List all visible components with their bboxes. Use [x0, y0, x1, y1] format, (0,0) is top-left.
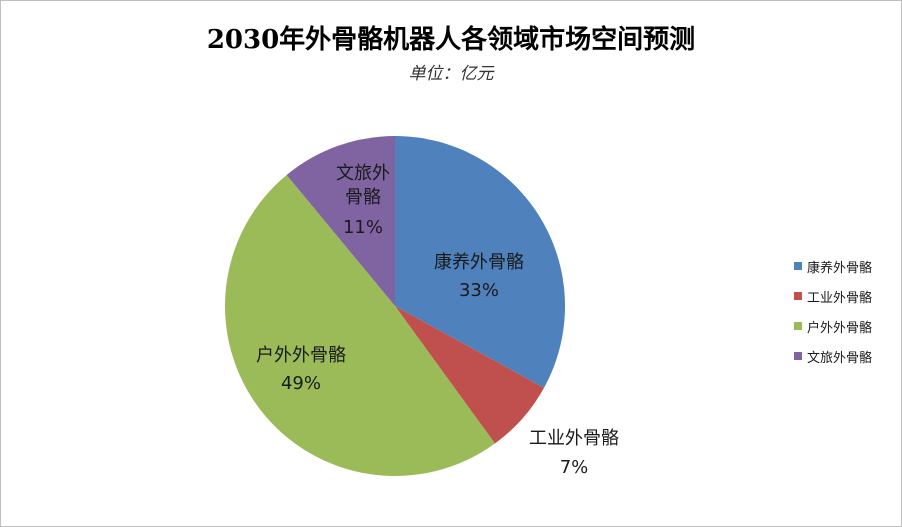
legend-label: 康养外骨骼: [807, 260, 873, 276]
legend: 康养外骨骼 工业外骨骼 户外外骨骼 文旅外骨骼: [794, 251, 872, 371]
legend-swatch: [794, 322, 802, 330]
slice-percent-label: 33%: [459, 280, 499, 301]
pie-slice: [286, 136, 395, 306]
slice-percent-label: 49%: [281, 373, 321, 394]
pie-slice: [395, 306, 544, 444]
slice-name-label: 骨骼: [345, 187, 381, 208]
legend-item: 工业外骨骼: [794, 281, 872, 311]
legend-item: 文旅外骨骼: [794, 341, 872, 371]
legend-label: 文旅外骨骼: [807, 350, 873, 366]
slice-name-label: 康养外骨骼: [434, 252, 524, 273]
slice-name-label: 工业外骨骼: [529, 428, 619, 449]
legend-item: 户外外骨骼: [794, 311, 872, 341]
legend-item: 康养外骨骼: [794, 251, 872, 281]
slice-percent-label: 11%: [343, 217, 383, 238]
slice-name-label: 户外外骨骼: [256, 345, 346, 366]
legend-swatch: [794, 352, 802, 360]
slice-name-label: 文旅外: [336, 163, 390, 184]
slice-percent-label: 7%: [560, 457, 589, 478]
legend-swatch: [794, 262, 802, 270]
chart-subtitle: 单位：亿元: [408, 64, 494, 84]
pie-slice: [224, 175, 495, 477]
legend-label: 户外外骨骼: [807, 320, 873, 336]
legend-swatch: [794, 292, 802, 300]
chart-title: 2030年外骨骼机器人各领域市场空间预测: [206, 25, 696, 55]
pie-slice: [395, 136, 565, 388]
legend-label: 工业外骨骼: [807, 290, 873, 306]
